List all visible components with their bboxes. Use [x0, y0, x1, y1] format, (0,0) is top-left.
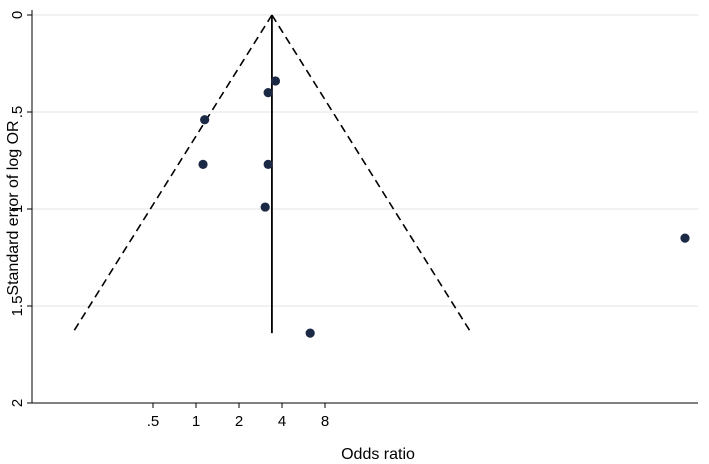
x-axis-title: Odds ratio [341, 446, 415, 463]
funnel-lines [71, 14, 473, 334]
y-tick-label: 2 [9, 399, 26, 407]
study-point [200, 115, 210, 125]
x-axis-ticks: .5 1 2 4 8 [147, 403, 329, 430]
lower-ci-line [71, 14, 273, 334]
study-point [263, 159, 273, 169]
study-points [198, 76, 690, 338]
study-point [270, 76, 281, 86]
x-tick-label: .5 [147, 413, 160, 430]
y-tick-label: 1 [9, 205, 26, 213]
y-tick-label: 1.5 [9, 296, 26, 317]
y-axis-ticks: 0 .5 1 1.5 2 [9, 11, 32, 407]
x-tick-label: 8 [321, 413, 329, 430]
y-axis-title: Standard error of log OR [5, 120, 22, 295]
y-tick-label: .5 [9, 106, 26, 119]
study-point [260, 202, 270, 212]
plot-frame [31, 10, 698, 404]
x-tick-label: 4 [278, 413, 286, 430]
study-point [680, 233, 690, 243]
y-tick-label: 0 [9, 11, 26, 19]
grid-lines [32, 14, 698, 404]
upper-ci-line [271, 14, 473, 334]
x-tick-label: 1 [192, 413, 200, 430]
study-point [263, 88, 273, 98]
study-point [198, 159, 208, 169]
x-tick-label: 2 [235, 413, 243, 430]
study-point [305, 328, 315, 338]
